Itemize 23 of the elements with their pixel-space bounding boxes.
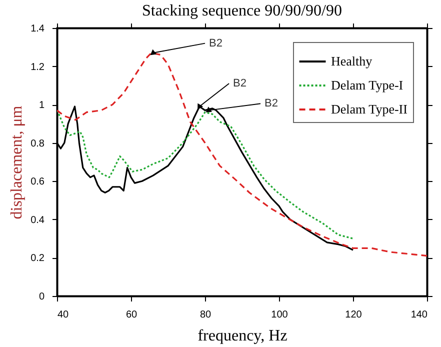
x-tick-label: 40	[58, 310, 70, 320]
y-tick-label: 0.4	[30, 214, 45, 226]
legend-label: Delam Type-I	[331, 78, 404, 92]
y-tick-label: 1.2	[30, 62, 45, 73]
annotation: B2	[209, 37, 222, 50]
y-tick-label: 0.6	[30, 176, 45, 188]
x-tick-label: 120	[345, 310, 362, 320]
y-tick-label: 1.4	[30, 24, 45, 34]
y-tick-label: 0	[38, 292, 45, 302]
chart-title: Stacking sequence 90/90/90/90	[142, 2, 342, 20]
x-tick-label: 100	[271, 310, 288, 320]
legend-label: Healthy	[331, 54, 373, 68]
legend-label: Delam Type-II	[331, 102, 408, 116]
x-tick-label: 140	[410, 310, 428, 320]
y-axis-title: displacement, μm	[8, 105, 26, 220]
annotation: B2	[264, 98, 278, 110]
x-axis-title: frequency, Hz	[198, 328, 288, 344]
y-tick-label: 0.8	[30, 138, 45, 150]
y-tick-label: 0.2	[30, 253, 45, 264]
x-tick-label: 60	[126, 310, 138, 320]
y-tick-label: 1	[38, 100, 45, 112]
annotation: B2	[233, 78, 247, 90]
x-tick-label: 80	[200, 310, 212, 320]
